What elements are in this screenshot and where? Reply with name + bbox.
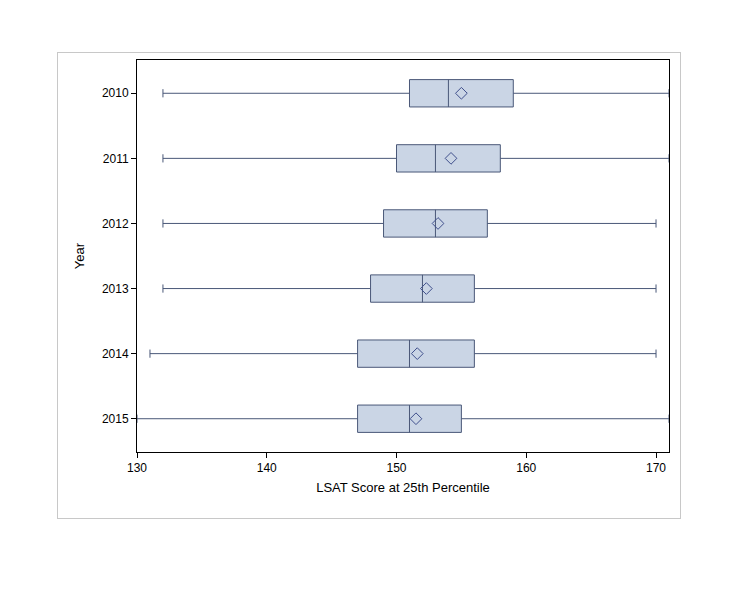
svg-text:Year: Year xyxy=(72,242,87,269)
svg-text:LSAT Score at 25th Percentile: LSAT Score at 25th Percentile xyxy=(316,480,490,495)
svg-text:2010: 2010 xyxy=(102,86,129,100)
svg-text:150: 150 xyxy=(386,461,406,475)
svg-text:2012: 2012 xyxy=(102,217,129,231)
svg-text:140: 140 xyxy=(257,461,277,475)
svg-text:2014: 2014 xyxy=(102,347,129,361)
svg-text:2013: 2013 xyxy=(102,282,129,296)
svg-text:160: 160 xyxy=(516,461,536,475)
svg-text:130: 130 xyxy=(127,461,147,475)
svg-text:2015: 2015 xyxy=(102,412,129,426)
svg-text:170: 170 xyxy=(646,461,666,475)
svg-text:2011: 2011 xyxy=(103,152,129,166)
